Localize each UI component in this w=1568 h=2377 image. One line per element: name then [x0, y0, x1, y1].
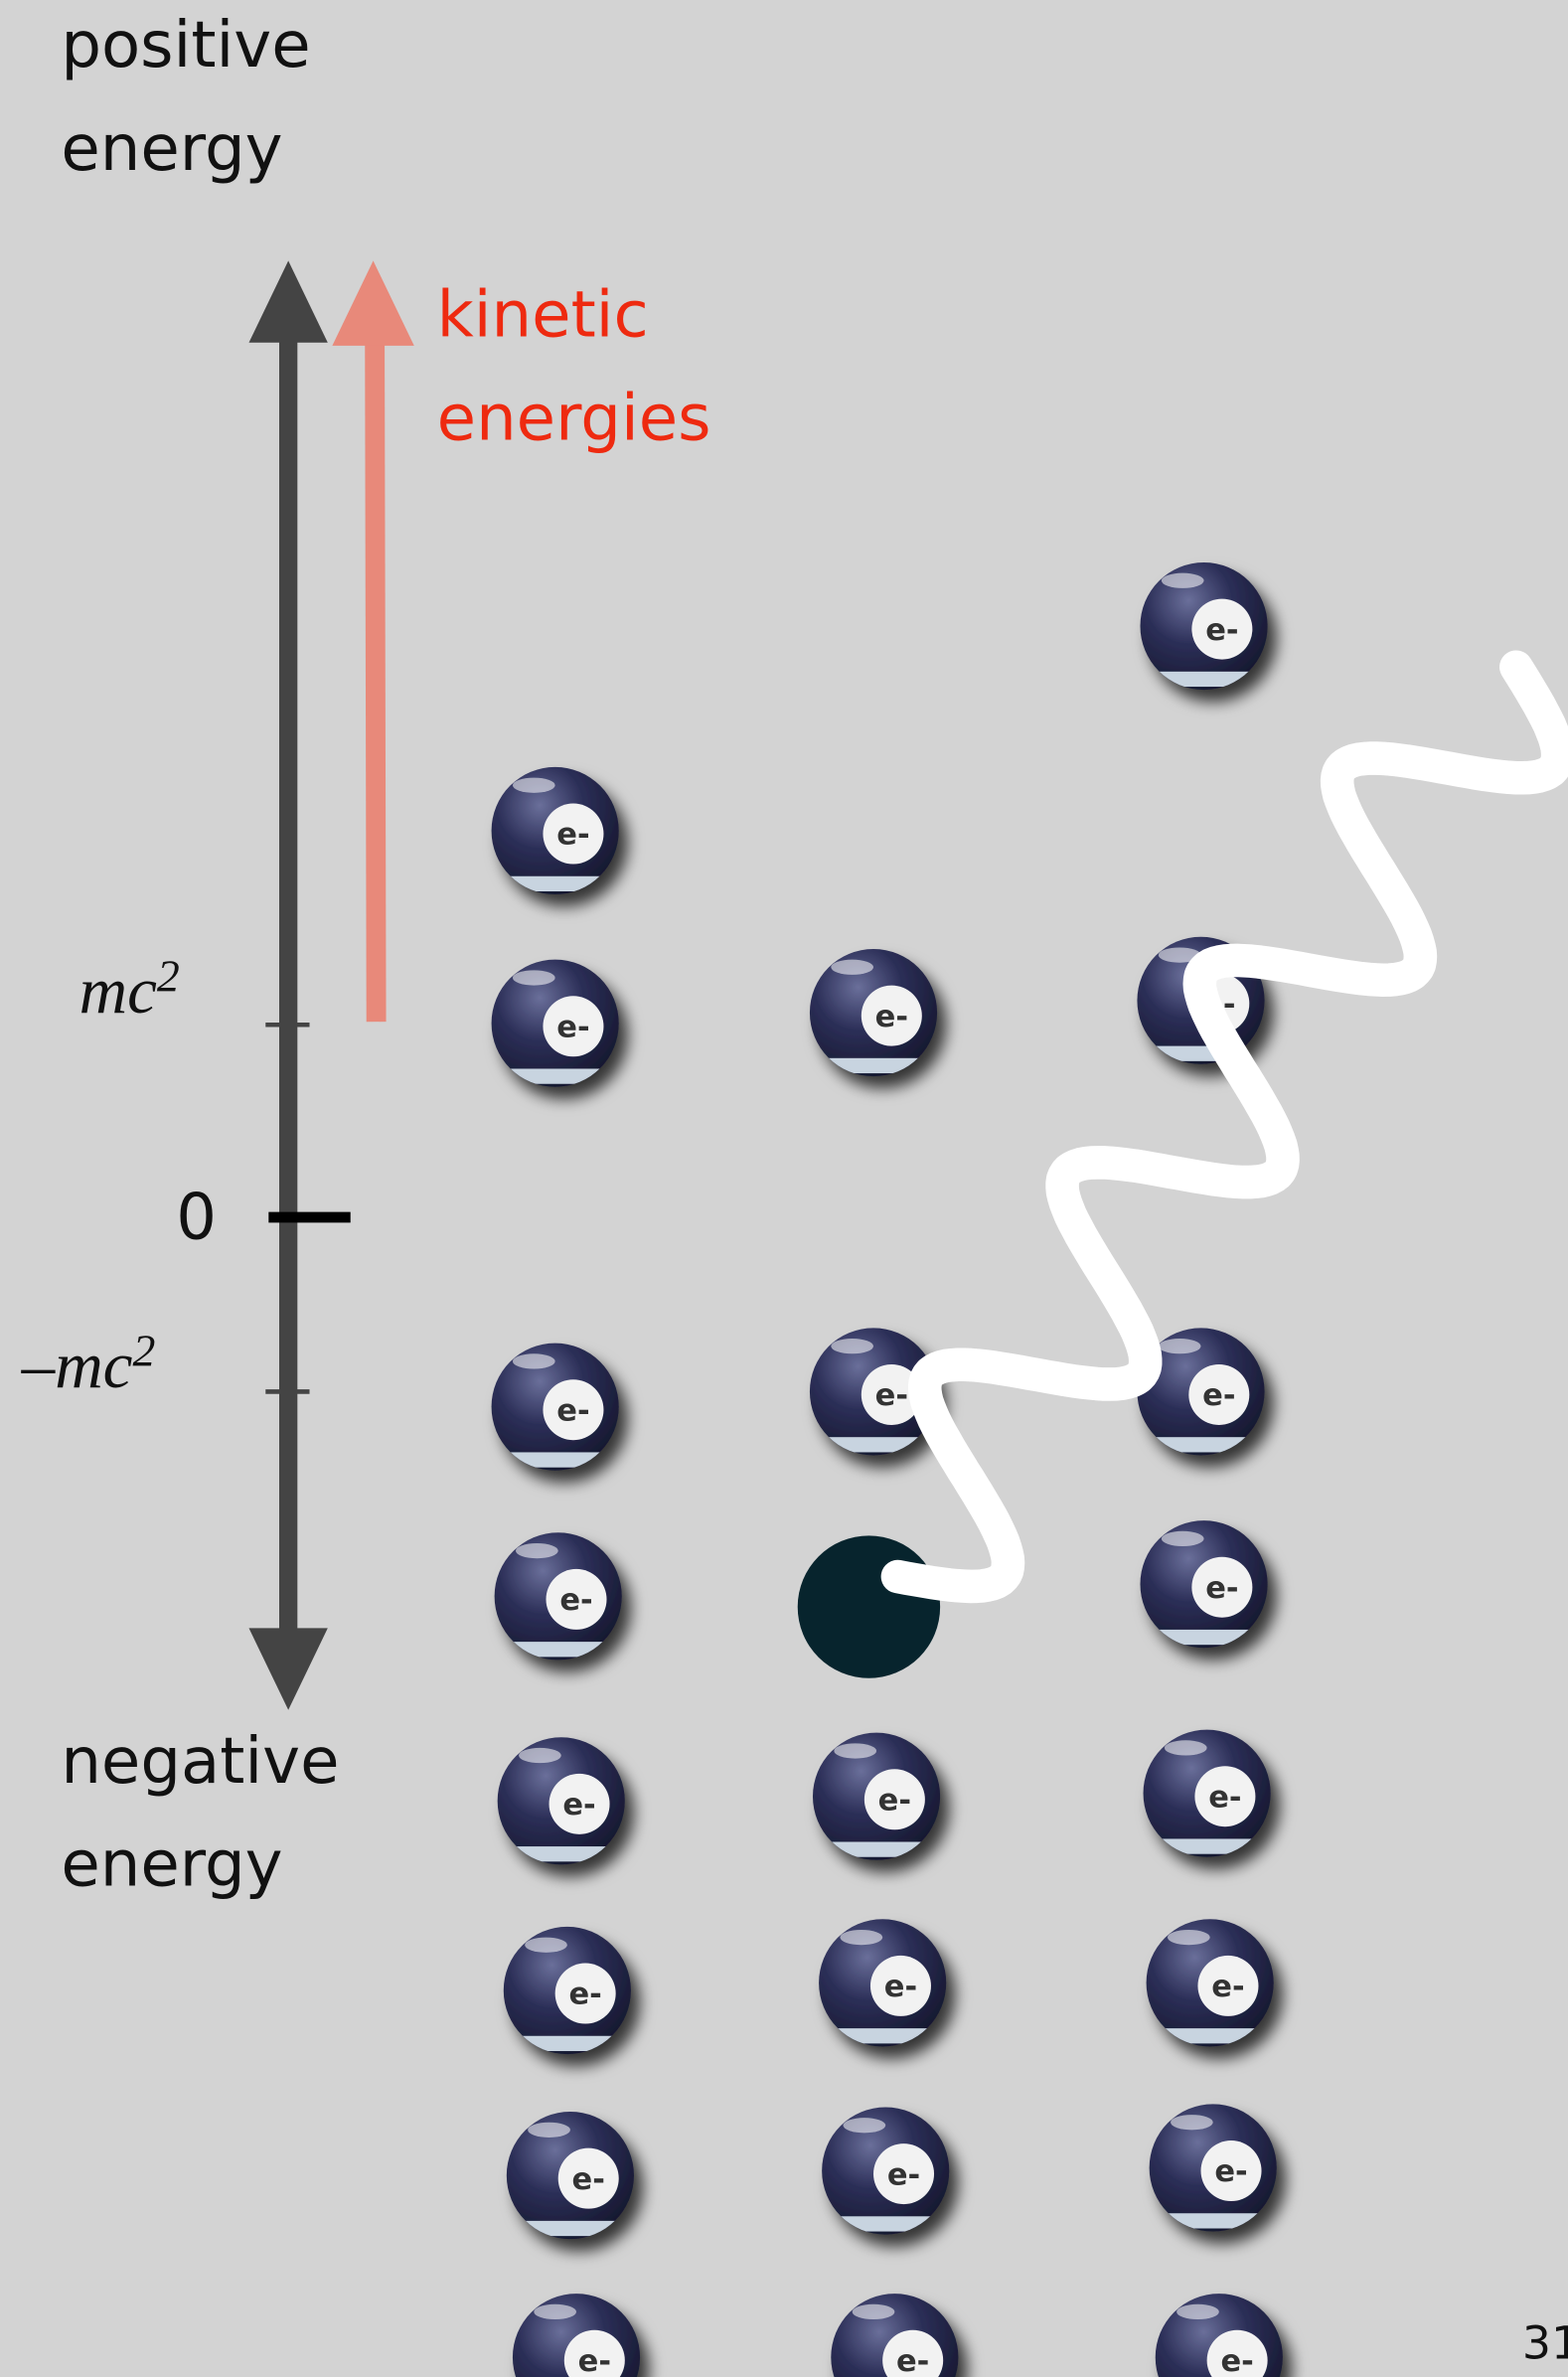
top-label-line: energy [61, 112, 282, 186]
electron-highlight [513, 778, 555, 793]
electron-label: e- [559, 1583, 592, 1618]
electron-label: e- [556, 1393, 589, 1428]
mc2-text: mc [79, 953, 157, 1028]
electron-highlight [1171, 2115, 1213, 2130]
electron-label: e- [884, 1970, 917, 2004]
electron-label: e- [578, 2344, 611, 2377]
electron-highlight [516, 1543, 558, 1558]
minus-mc2-sup: 2 [132, 1325, 155, 1375]
slide: positive energy kinetic energies mc2 0 –… [0, 0, 1568, 2377]
bottom-label-line: energy [61, 1828, 282, 1902]
electron-highlight [1159, 1339, 1201, 1353]
kinetic-label-line: energies [437, 382, 711, 455]
electron-label: e- [572, 2162, 605, 2197]
electron-label: e- [562, 1788, 595, 1822]
electron-label: e- [568, 1978, 601, 2012]
electron-highlight [534, 2304, 576, 2319]
electron-highlight [519, 1748, 561, 1763]
electron-highlight [528, 2123, 570, 2138]
kinetic-arrow [375, 326, 377, 1022]
electron-highlight [513, 1353, 555, 1368]
electron-highlight [1162, 573, 1204, 588]
electron-highlight [1168, 1930, 1210, 1945]
page: positive energy kinetic energies mc2 0 –… [0, 0, 1568, 2377]
electron-highlight [1165, 1740, 1207, 1755]
hole [798, 1535, 940, 1677]
electron-highlight [1176, 2304, 1219, 2319]
electron-highlight [831, 960, 873, 975]
electron-highlight [840, 1930, 882, 1945]
electron-label: e- [1205, 1571, 1238, 1606]
zero-label: 0 [176, 1181, 217, 1254]
bottom-label-line: negative [61, 1725, 339, 1799]
electron-highlight [1162, 1531, 1204, 1546]
electron-label: e- [1205, 613, 1238, 648]
electron-label: e- [1211, 1970, 1244, 2004]
kinetic-label-line: kinetic [437, 279, 649, 353]
electron-label: e- [887, 2157, 920, 2192]
electron-label: e- [1220, 2344, 1253, 2377]
background [0, 0, 1567, 2377]
mc2-sup: 2 [157, 951, 180, 1002]
electron-highlight [525, 1938, 567, 1953]
electron-highlight [513, 970, 555, 985]
minus-mc2-text: –mc [21, 1328, 133, 1402]
electron-label: e- [875, 1378, 908, 1413]
page-number: 31 [1522, 2317, 1568, 2370]
electron-highlight [843, 2118, 885, 2133]
electron-label: e- [556, 1010, 589, 1044]
top-label-line: positive [61, 9, 310, 82]
electron-highlight [834, 1743, 876, 1758]
electron-label: e- [875, 1000, 908, 1034]
electron-label: e- [1202, 1378, 1235, 1413]
electron-highlight [853, 2304, 895, 2319]
electron-highlight [831, 1339, 873, 1353]
electron-label: e- [556, 818, 589, 853]
electron-label: e- [878, 1783, 911, 1818]
electron-label: e- [1214, 2154, 1247, 2189]
electron-label: e- [896, 2344, 929, 2377]
electron-label: e- [1208, 1780, 1241, 1815]
